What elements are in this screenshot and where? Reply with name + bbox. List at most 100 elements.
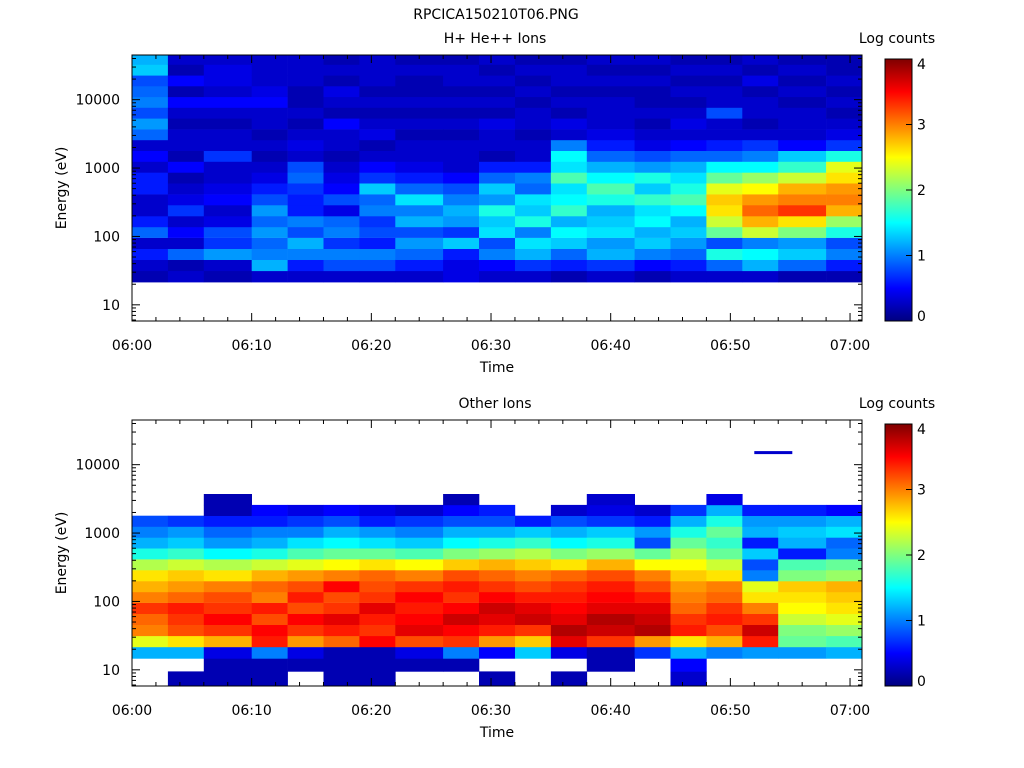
heatmap-cell [203,237,252,249]
heatmap-cell [706,172,743,184]
heatmap-cell [287,613,324,625]
colorbar-tick-label: 3 [917,118,926,134]
heatmap-cell [359,646,396,659]
heatmap-cell [778,216,827,228]
heatmap-cell [132,107,169,119]
heatmap-cell [515,150,552,162]
heatmap-cell [132,570,169,582]
heatmap-cell [359,129,396,141]
heatmap-cell [826,216,863,228]
heatmap-cell [359,559,396,571]
heatmap-cell [395,537,444,549]
heatmap-cell [742,591,779,603]
heatmap-cell [479,635,516,648]
heatmap-cell [203,526,252,538]
heatmap-cell [251,248,288,260]
heatmap-cell [634,237,671,249]
heatmap-cell [515,205,552,217]
heatmap-cell [479,526,516,538]
heatmap-cell [203,635,252,648]
heatmap-cell [826,183,863,195]
heatmap-cell [515,96,552,108]
heatmap-cell [479,226,516,238]
heatmap-cell [634,86,671,98]
heatmap-cell [287,107,324,119]
heatmap-cell [443,75,480,87]
heatmap-cell [778,570,827,582]
heatmap-cell [479,118,516,130]
heatmap-cell [586,559,635,571]
heatmap-cell [706,613,743,625]
heatmap-cell [395,270,444,283]
heatmap-cell [706,270,743,283]
heatmap-cell [826,526,863,538]
heatmap-cell [826,248,863,260]
heatmap-cell [826,591,863,603]
heatmap-cell [550,504,588,516]
heatmap-cell [323,150,360,162]
heatmap-cell [778,515,827,527]
heatmap-cells [132,451,863,686]
figure-title: RPCICA150210T06.PNG [413,7,578,23]
heatmap-cell [670,194,707,206]
heatmap-cell [132,150,169,162]
heatmap-cell [167,591,205,603]
heatmap-cell [167,646,205,659]
heatmap-cell [670,537,707,549]
heatmap-cell [515,635,552,648]
heatmap-cell [778,75,827,87]
heatmap-cell [287,635,324,648]
heatmap-cell [515,537,552,549]
heatmap-cell [479,55,516,65]
heatmap-cell [132,248,169,260]
heatmap-cell [287,96,324,108]
heatmap-cell [167,183,205,195]
colorbar-tick-label: 4 [917,57,926,73]
heatmap-cell [203,537,252,549]
heatmap-cell [479,86,516,98]
x-tick-label: 06:40 [591,338,631,354]
heatmap-cell [706,64,743,76]
heatmap-cell [634,55,671,65]
heatmap-cell [515,270,552,283]
heatmap-cell [826,75,863,87]
heatmap-cell [287,205,324,217]
heatmap-cell [359,581,396,593]
heatmap-cell [443,194,480,206]
heatmap-cell [359,504,396,516]
heatmap-cell [479,548,516,560]
heatmap-cell [826,537,863,549]
heatmap-cell [323,602,360,614]
heatmap-cell [586,259,635,272]
heatmap-cell [515,259,552,272]
heatmap-cell [323,559,360,571]
heatmap-cell [287,270,324,283]
heatmap-cell [742,161,779,173]
heatmap-cell [586,602,635,614]
heatmap-cell [742,139,779,151]
heatmap-cell [706,248,743,260]
heatmap-cell [515,613,552,625]
heatmap-cell [251,183,288,195]
heatmap-cell [826,559,863,571]
heatmap-cell [323,248,360,260]
heatmap-cell [443,205,480,217]
plot-frame [131,419,863,687]
heatmap-cell [706,161,743,173]
heatmap-cell [706,129,743,141]
heatmap-cell [706,96,743,108]
heatmap-cell [826,237,863,249]
heatmap-cell [634,248,671,260]
heatmap-cell [670,548,707,560]
heatmap-cell [395,526,444,538]
heatmap-cell [395,570,444,582]
heatmap-cell [443,570,480,582]
heatmap-cell [395,237,444,249]
heatmap-cell [742,248,779,260]
heatmap-cell [395,161,444,173]
heatmap-cell [778,548,827,560]
heatmap-cell [167,75,205,87]
heatmap-cell [443,183,480,195]
heatmap-cell [706,581,743,593]
heatmap-cell [742,237,779,249]
